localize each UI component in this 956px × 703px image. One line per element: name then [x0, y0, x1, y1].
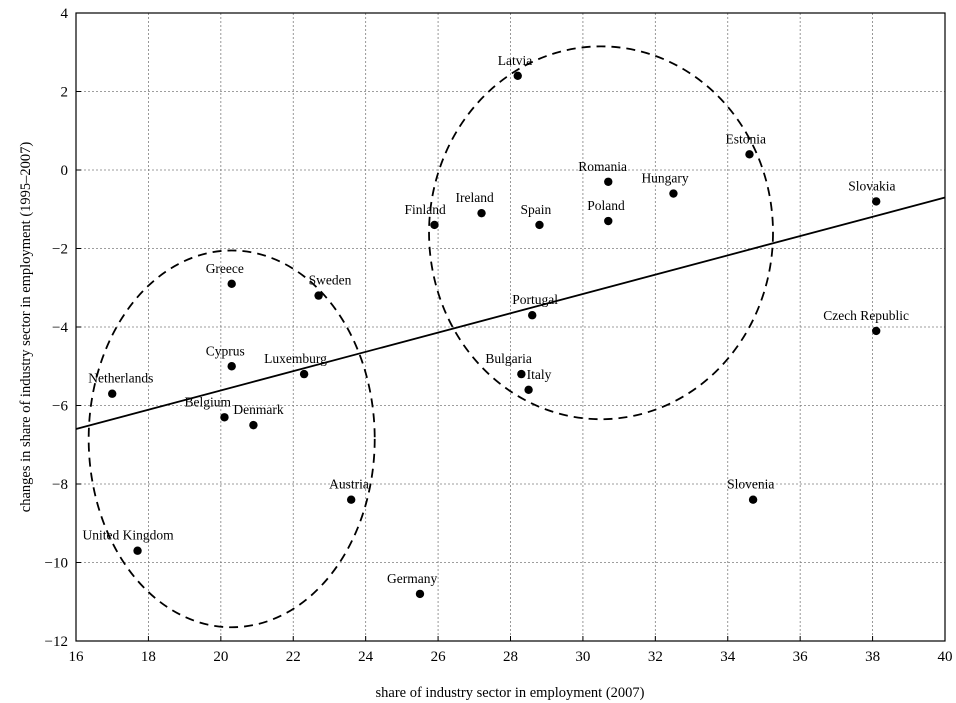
data-point — [346, 495, 356, 504]
point-label: Austria — [329, 477, 369, 492]
point-label: Ireland — [456, 190, 494, 205]
point-label: Latvia — [498, 53, 532, 68]
x-tick-label: 34 — [720, 649, 736, 665]
point-labels: Netherlands United Kingdom Belgium Greece Cy… — [83, 53, 910, 586]
grid-lines — [76, 13, 945, 641]
data-point — [604, 216, 613, 226]
data-point — [669, 189, 678, 198]
x-tick-label: 40 — [938, 649, 953, 665]
point-label: Germany — [387, 571, 437, 586]
data-point — [430, 220, 439, 230]
point-label: Cyprus — [206, 343, 245, 358]
point-label: Estonia — [725, 131, 766, 146]
data-point — [314, 291, 323, 300]
point-label: Italy — [527, 367, 552, 382]
x-tick-label: 16 — [69, 649, 85, 665]
data-point — [220, 413, 229, 422]
cluster-ellipses — [87, 45, 774, 629]
y-tick-label: −4 — [52, 320, 68, 336]
point-label: Belgium — [184, 394, 231, 409]
data-point — [872, 197, 881, 206]
point-label: Slovakia — [848, 178, 895, 193]
y-tick-label: 0 — [61, 163, 69, 179]
data-point — [517, 369, 526, 379]
data-point — [249, 420, 258, 430]
x-axis-ticks: 16 18 20 22 24 26 28 30 32 34 36 38 40 — [69, 636, 953, 665]
data-point — [604, 177, 613, 186]
y-axis-ticks: 4 2 0 −2 −4 −6 −8 −10 −12 — [45, 6, 81, 650]
x-axis-title: share of industry sector in employment (… — [376, 685, 645, 701]
point-label: Hungary — [641, 171, 688, 186]
x-tick-label: 38 — [865, 649, 880, 665]
x-tick-label: 30 — [575, 649, 590, 665]
data-point — [133, 546, 142, 555]
point-label: Bulgaria — [485, 351, 532, 366]
trend-line-group — [75, 196, 946, 430]
y-tick-label: −10 — [45, 556, 68, 572]
data-point — [524, 385, 533, 394]
data-point — [872, 326, 881, 336]
x-tick-label: 28 — [503, 649, 518, 665]
data-point — [513, 71, 522, 81]
data-point — [108, 389, 117, 398]
trend-line — [75, 196, 946, 430]
y-axis-title: changes in share of industry sector in e… — [18, 142, 34, 513]
data-point — [415, 589, 425, 599]
data-point — [535, 220, 544, 230]
cluster-ellipse — [428, 45, 774, 421]
y-tick-label: −2 — [52, 242, 68, 258]
point-label: Finland — [404, 202, 446, 217]
data-point — [748, 495, 758, 504]
data-point — [745, 150, 754, 159]
cluster-ellipse — [87, 249, 376, 629]
point-label: United Kingdom — [83, 528, 175, 543]
y-tick-label: −12 — [45, 634, 68, 650]
point-label: Denmark — [233, 402, 283, 417]
point-label: Luxemburg — [264, 351, 327, 366]
data-points — [108, 71, 881, 599]
x-tick-label: 22 — [286, 649, 301, 665]
y-tick-label: 4 — [61, 6, 69, 22]
x-tick-label: 20 — [213, 649, 228, 665]
data-point — [528, 311, 537, 320]
point-label: Portugal — [512, 292, 558, 307]
x-tick-label: 36 — [793, 649, 809, 665]
y-tick-label: −8 — [52, 477, 68, 493]
x-tick-label: 32 — [648, 649, 663, 665]
point-label: Czech Republic — [823, 308, 909, 323]
point-label: Slovenia — [727, 477, 774, 492]
y-tick-label: 2 — [61, 85, 69, 101]
x-tick-label: 26 — [431, 649, 447, 665]
y-tick-label: −6 — [52, 399, 68, 415]
data-point — [227, 279, 236, 289]
x-tick-label: 24 — [358, 649, 374, 665]
point-label: Greece — [206, 261, 244, 276]
point-label: Sweden — [309, 273, 352, 288]
data-point — [227, 362, 236, 371]
x-tick-label: 18 — [141, 649, 156, 665]
data-point — [299, 369, 309, 379]
data-point — [477, 208, 486, 218]
point-label: Romania — [578, 159, 627, 174]
point-label: Poland — [587, 198, 625, 213]
point-label: Spain — [520, 202, 551, 217]
point-label: Netherlands — [88, 371, 153, 386]
